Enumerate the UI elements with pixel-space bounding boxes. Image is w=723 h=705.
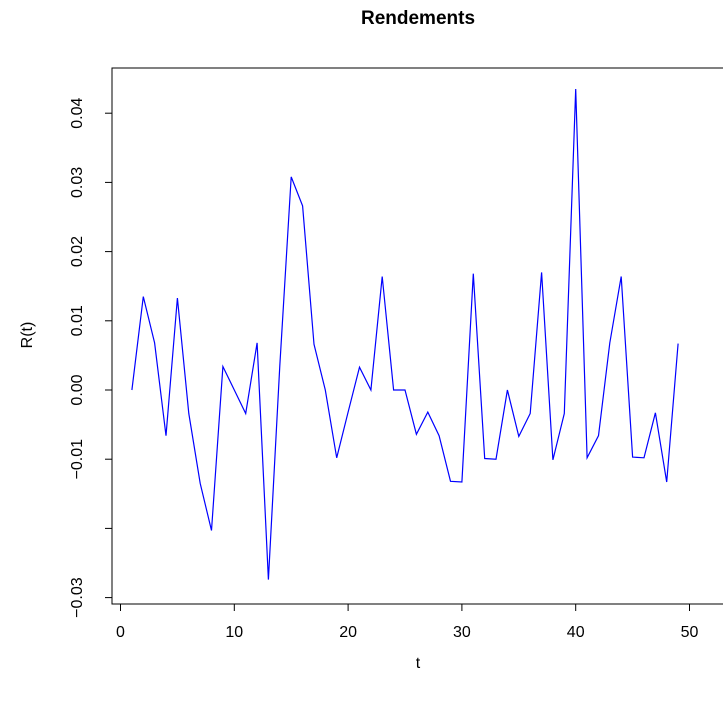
y-tick-label: −0.03 — [69, 577, 86, 618]
series-line — [131, 88, 679, 580]
y-tick-label: 0.00 — [69, 374, 86, 405]
x-tick-label: 30 — [453, 624, 471, 641]
chart-title: Rendements — [361, 8, 475, 29]
y-axis: −0.03 −0.01 0.00 0.01 0.02 0.03 0.04 — [69, 98, 113, 618]
y-tick-label: 0.04 — [69, 98, 86, 129]
x-tick-label: 10 — [225, 624, 243, 641]
x-tick-label: 20 — [339, 624, 357, 641]
y-tick-label: 0.02 — [69, 236, 86, 267]
x-axis: 0 10 20 30 40 50 — [116, 603, 699, 641]
x-axis-title: t — [416, 655, 421, 672]
series-layer — [131, 88, 679, 580]
y-tick-label: 0.01 — [69, 305, 86, 336]
x-tick-label: 40 — [567, 624, 585, 641]
x-tick-label: 50 — [681, 624, 699, 641]
x-tick-label: 0 — [116, 624, 125, 641]
y-axis-title: R(t) — [19, 322, 36, 349]
y-tick-label: 0.03 — [69, 167, 86, 198]
y-tick-label: −0.01 — [69, 439, 86, 480]
